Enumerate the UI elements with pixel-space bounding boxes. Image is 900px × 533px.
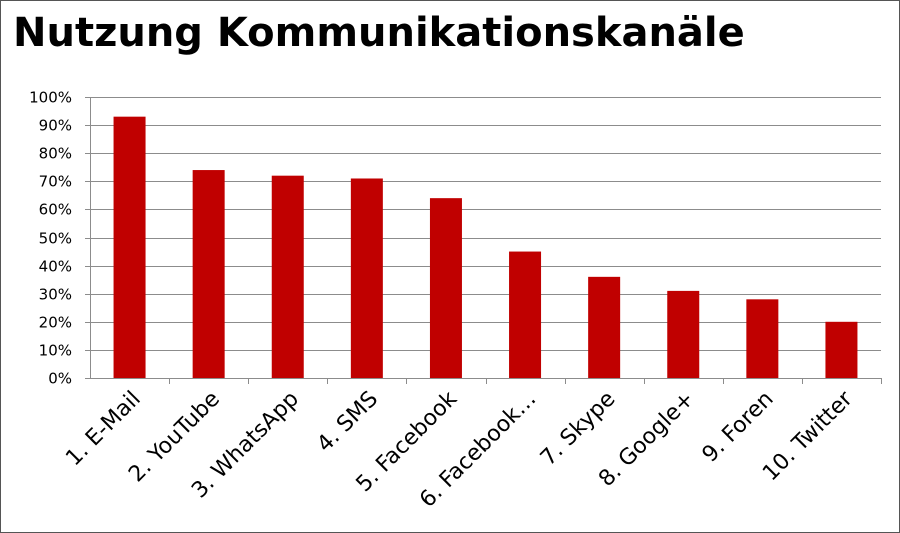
y-tick-labels: 0% 10% 20% 30% 40% 50% 60% 70% 80% 90% 100% xyxy=(29,89,72,388)
bar xyxy=(746,299,779,378)
y-tick-label: 0% xyxy=(48,370,72,388)
x-category-label: 1. E-Mail xyxy=(61,387,146,472)
bar xyxy=(825,321,858,378)
y-tick-label: 10% xyxy=(39,342,72,360)
y-tick-label: 30% xyxy=(39,286,72,304)
x-category-label: 4. SMS xyxy=(312,387,383,458)
bar xyxy=(350,178,383,378)
bar xyxy=(192,170,225,378)
bar xyxy=(113,116,146,379)
y-tick-label: 90% xyxy=(39,117,72,135)
chart-title: Nutzung Kommunikationskanäle xyxy=(13,10,745,56)
x-category-label: 9. Foren xyxy=(698,387,779,468)
bar xyxy=(429,198,462,378)
y-tick-label: 50% xyxy=(39,230,72,248)
axes xyxy=(85,97,882,384)
y-tick-label: 70% xyxy=(39,173,72,191)
bars xyxy=(113,116,858,379)
bar xyxy=(588,276,621,378)
y-tick-label: 60% xyxy=(39,201,72,219)
y-tick-label: 100% xyxy=(29,89,72,107)
y-tick-label: 80% xyxy=(39,145,72,163)
bar xyxy=(667,290,700,378)
y-tick-label: 20% xyxy=(39,314,72,332)
x-category-label: 7. Skype xyxy=(536,387,620,471)
bar xyxy=(271,175,304,378)
y-tick-label: 40% xyxy=(39,258,72,276)
bar xyxy=(509,251,542,378)
